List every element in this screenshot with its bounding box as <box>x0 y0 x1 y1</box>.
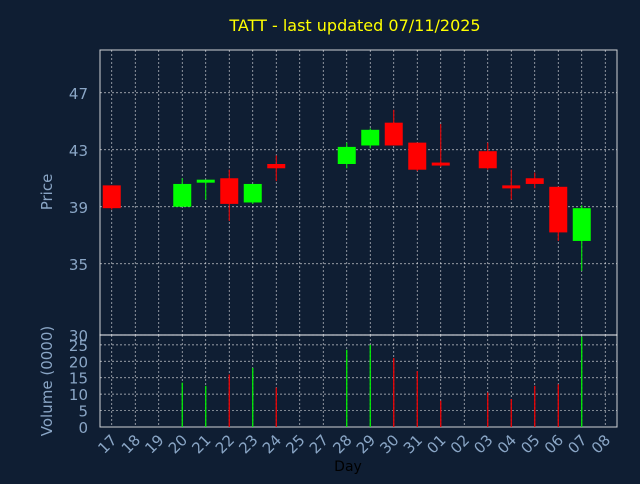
day-tick-label: 30 <box>376 431 402 457</box>
day-tick-label: 05 <box>517 431 543 457</box>
candle-body <box>337 146 356 164</box>
price-axis-label: Price <box>38 174 56 211</box>
price-panel: 30 35 39 43 47 <box>69 49 618 345</box>
candle-body <box>384 122 403 146</box>
volume-tick-label: 15 <box>69 370 88 388</box>
volume-plot-border <box>99 334 618 428</box>
candle-body <box>267 164 286 169</box>
volume-tick-label: 0 <box>78 419 88 437</box>
price-tick-label: 30 <box>69 327 88 345</box>
candle-body <box>196 179 215 183</box>
candle-body <box>361 129 380 146</box>
volume-axis-label: Volume (0000) <box>38 326 56 436</box>
candle-body <box>525 178 544 184</box>
candle-body <box>173 183 192 207</box>
day-tick-label: 21 <box>188 431 214 457</box>
chart-title: TATT - last updated 07/11/2025 <box>228 16 480 35</box>
candle-body <box>102 185 121 209</box>
candle-body <box>408 142 427 170</box>
day-axis-label: Day <box>334 459 362 475</box>
day-tick-label: 19 <box>141 431 167 457</box>
day-tick-label: 08 <box>588 431 614 457</box>
candle-body <box>431 162 450 166</box>
day-tick-label: 02 <box>447 431 473 457</box>
candle-body <box>220 178 239 204</box>
day-tick-label: 20 <box>165 431 191 457</box>
volume-tick-label: 10 <box>69 386 88 404</box>
candle-body <box>243 183 262 203</box>
candle-body <box>502 185 521 189</box>
volume-tick-label: 5 <box>78 403 88 421</box>
volume-tick-label: 20 <box>69 353 88 371</box>
day-tick-label: 23 <box>235 431 261 457</box>
day-tick-label: 29 <box>353 431 379 457</box>
price-tick-label: 39 <box>69 199 88 217</box>
day-tick-label: 18 <box>118 431 144 457</box>
day-tick-label: 31 <box>400 431 426 457</box>
candle-body <box>549 186 568 233</box>
day-tick-label: 27 <box>306 431 332 457</box>
volume-tick-label: 25 <box>69 337 88 355</box>
day-tick-label: 04 <box>494 431 520 457</box>
day-tick-label: 07 <box>564 431 590 457</box>
day-tick-label: 17 <box>94 431 120 457</box>
day-tick-label: 01 <box>423 431 449 457</box>
day-tick-label: 24 <box>259 431 285 457</box>
day-tick-label: 03 <box>470 431 496 457</box>
price-tick-label: 43 <box>69 142 88 160</box>
x-axis: 1718192021222324252728293031010203040506… <box>94 431 614 457</box>
day-tick-label: 28 <box>329 431 355 457</box>
price-tick-label: 35 <box>69 256 88 274</box>
day-tick-label: 22 <box>212 431 238 457</box>
day-tick-label: 06 <box>541 431 567 457</box>
candle-body <box>478 151 497 169</box>
day-tick-label: 25 <box>282 431 308 457</box>
candle-body <box>572 208 591 241</box>
price-tick-label: 47 <box>69 85 88 103</box>
